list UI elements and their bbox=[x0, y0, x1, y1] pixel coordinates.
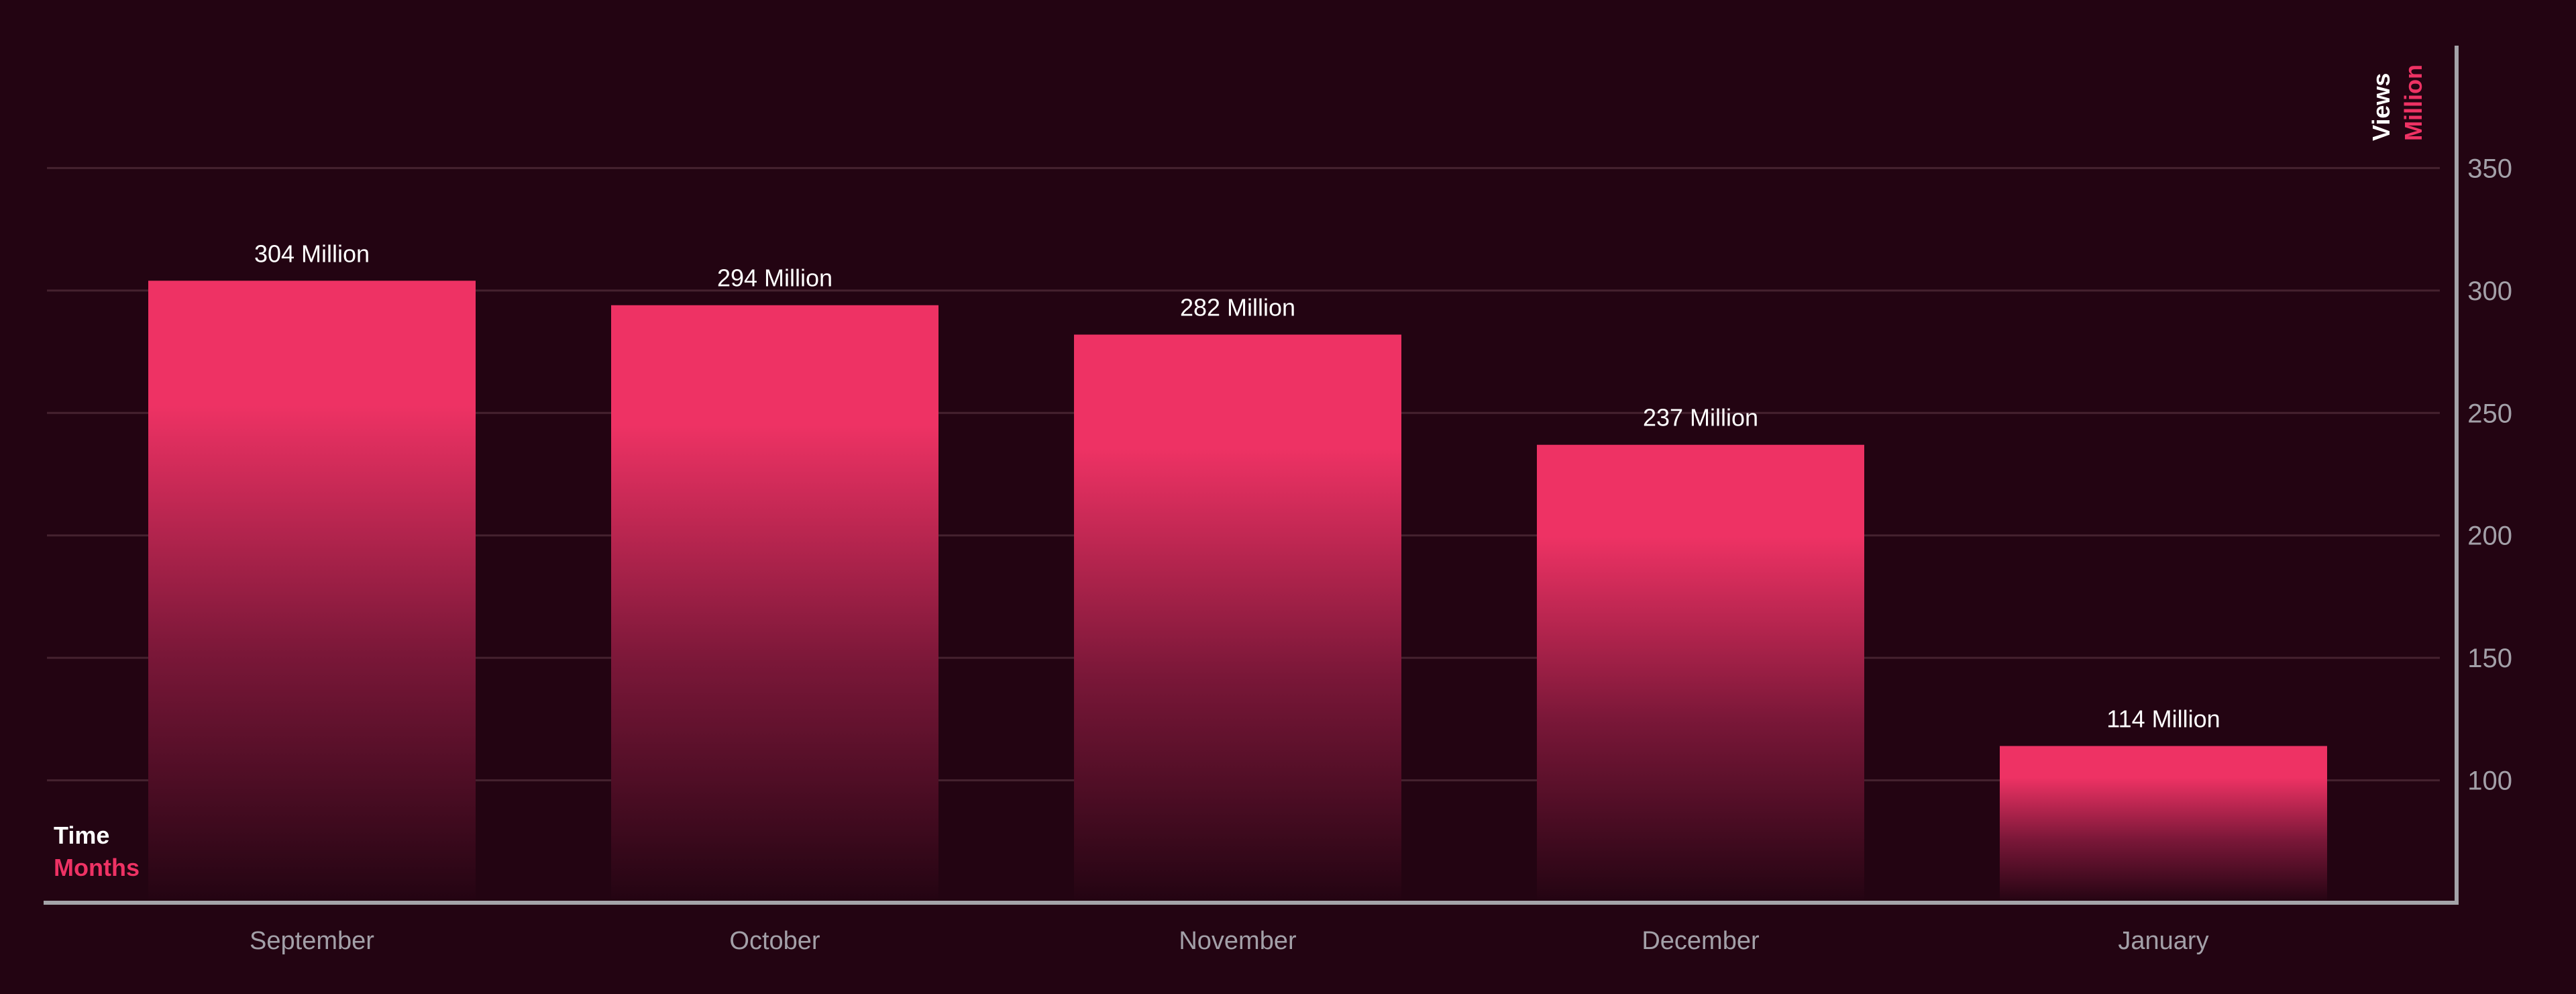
data-label: 294 Million bbox=[717, 264, 833, 292]
data-label: 114 Million bbox=[2106, 705, 2220, 732]
data-label: 237 Million bbox=[1643, 404, 1758, 432]
bar bbox=[148, 281, 476, 903]
x-axis-unit: Months bbox=[54, 854, 140, 881]
x-axis-title: Time bbox=[54, 822, 109, 849]
y-tick-label: 250 bbox=[2467, 399, 2512, 428]
data-label: 282 Million bbox=[1180, 294, 1295, 321]
x-tick-label: November bbox=[1179, 927, 1297, 955]
y-axis-unit: Million bbox=[2400, 64, 2427, 141]
y-tick-label: 300 bbox=[2467, 277, 2512, 306]
x-tick-label: September bbox=[250, 927, 374, 955]
y-tick-label: 350 bbox=[2467, 154, 2512, 183]
y-axis-title: Views bbox=[2367, 73, 2395, 141]
y-tick-label: 150 bbox=[2467, 644, 2512, 673]
axes bbox=[44, 46, 2459, 905]
bar bbox=[1074, 334, 1401, 903]
x-tick-label: December bbox=[1642, 927, 1760, 955]
x-tick-label: January bbox=[2118, 927, 2208, 955]
bar bbox=[2000, 746, 2327, 903]
data-label: 304 Million bbox=[254, 240, 370, 267]
bar bbox=[611, 305, 938, 903]
y-tick-label: 200 bbox=[2467, 521, 2512, 551]
bar bbox=[1537, 444, 1864, 903]
bars bbox=[148, 281, 2327, 903]
x-tick-label: October bbox=[729, 927, 820, 955]
y-tick-label: 100 bbox=[2467, 766, 2512, 796]
labels: Time Months Views Million 100 150 200 250 30… bbox=[54, 64, 2512, 955]
